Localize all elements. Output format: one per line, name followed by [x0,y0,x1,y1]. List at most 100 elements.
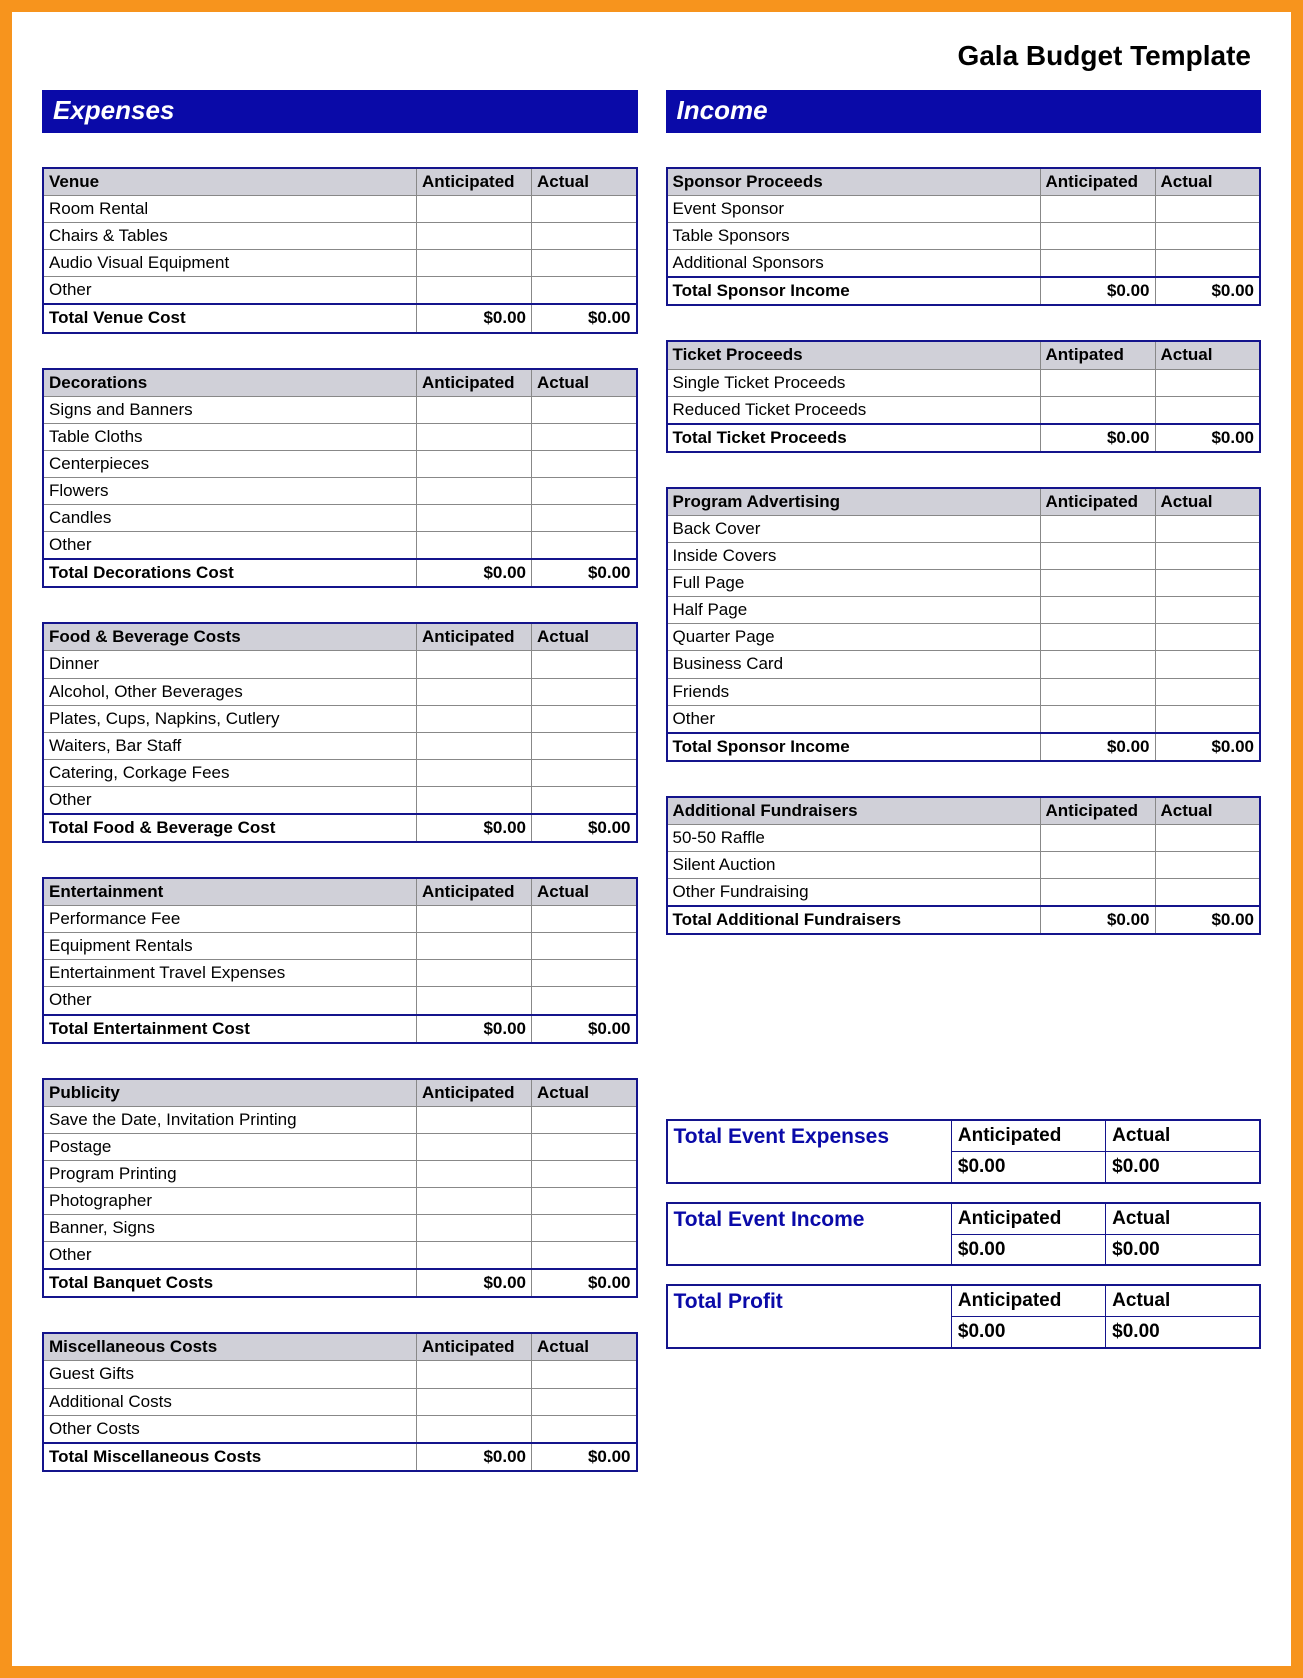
row-anticipated-cell[interactable] [417,705,532,732]
row-anticipated-cell[interactable] [417,960,532,987]
row-actual-cell[interactable] [532,450,637,477]
row-anticipated-cell[interactable] [417,678,532,705]
row-actual-cell[interactable] [532,396,637,423]
row-anticipated-cell[interactable] [417,732,532,759]
row-actual-cell[interactable] [532,223,637,250]
row-anticipated-cell[interactable] [1040,515,1155,542]
row-actual-cell[interactable] [1155,879,1260,907]
total-label: Total Entertainment Cost [43,1015,417,1043]
row-actual-cell[interactable] [1155,515,1260,542]
row-anticipated-cell[interactable] [417,1415,532,1443]
row-actual-cell[interactable] [532,1215,637,1242]
row-actual-cell[interactable] [1155,651,1260,678]
row-anticipated-cell[interactable] [1040,824,1155,851]
row-anticipated-cell[interactable] [417,987,532,1015]
row-anticipated-cell[interactable] [417,933,532,960]
row-actual-cell[interactable] [1155,705,1260,733]
row-actual-cell[interactable] [532,786,637,814]
row-anticipated-cell[interactable] [417,759,532,786]
row-anticipated-cell[interactable] [417,532,532,560]
row-actual-cell[interactable] [532,1242,637,1270]
row-anticipated-cell[interactable] [1040,570,1155,597]
row-anticipated-cell[interactable] [417,1215,532,1242]
row-actual-cell[interactable] [532,1160,637,1187]
row-actual-cell[interactable] [1155,396,1260,424]
row-actual-cell[interactable] [532,277,637,305]
table-row: Chairs & Tables [43,223,637,250]
row-actual-cell[interactable] [1155,223,1260,250]
row-anticipated-cell[interactable] [417,1188,532,1215]
row-anticipated-cell[interactable] [1040,543,1155,570]
row-actual-cell[interactable] [1155,678,1260,705]
row-actual-cell[interactable] [532,1415,637,1443]
row-actual-cell[interactable] [532,1133,637,1160]
row-anticipated-cell[interactable] [417,396,532,423]
row-actual-cell[interactable] [532,250,637,277]
row-anticipated-cell[interactable] [1040,678,1155,705]
row-actual-cell[interactable] [532,678,637,705]
total-row: Total Venue Cost$0.00$0.00 [43,304,637,332]
row-anticipated-cell[interactable] [417,223,532,250]
row-anticipated-cell[interactable] [1040,196,1155,223]
row-anticipated-cell[interactable] [417,1242,532,1270]
row-actual-cell[interactable] [532,505,637,532]
row-actual-cell[interactable] [1155,570,1260,597]
row-actual-cell[interactable] [1155,597,1260,624]
row-anticipated-cell[interactable] [417,1133,532,1160]
row-anticipated-cell[interactable] [417,450,532,477]
row-anticipated-cell[interactable] [417,786,532,814]
row-anticipated-cell[interactable] [1040,396,1155,424]
row-actual-cell[interactable] [1155,250,1260,278]
row-anticipated-cell[interactable] [417,423,532,450]
row-actual-cell[interactable] [532,933,637,960]
row-anticipated-cell[interactable] [417,1388,532,1415]
row-actual-cell[interactable] [532,960,637,987]
row-actual-cell[interactable] [532,1388,637,1415]
row-actual-cell[interactable] [1155,624,1260,651]
row-actual-cell[interactable] [532,906,637,933]
row-actual-cell[interactable] [1155,369,1260,396]
row-anticipated-cell[interactable] [1040,597,1155,624]
row-label: Audio Visual Equipment [43,250,417,277]
row-actual-cell[interactable] [532,1188,637,1215]
row-actual-cell[interactable] [532,532,637,560]
row-actual-cell[interactable] [532,651,637,678]
row-anticipated-cell[interactable] [417,477,532,504]
row-label: Plates, Cups, Napkins, Cutlery [43,705,417,732]
row-anticipated-cell[interactable] [1040,851,1155,878]
row-anticipated-cell[interactable] [417,906,532,933]
row-actual-cell[interactable] [532,705,637,732]
table-row: 50-50 Raffle [667,824,1261,851]
row-actual-cell[interactable] [532,759,637,786]
row-anticipated-cell[interactable] [1040,223,1155,250]
row-label: Full Page [667,570,1041,597]
row-actual-cell[interactable] [1155,851,1260,878]
row-anticipated-cell[interactable] [1040,369,1155,396]
row-anticipated-cell[interactable] [1040,624,1155,651]
row-actual-cell[interactable] [532,987,637,1015]
row-anticipated-cell[interactable] [1040,250,1155,278]
row-anticipated-cell[interactable] [417,277,532,305]
row-anticipated-cell[interactable] [417,250,532,277]
row-anticipated-cell[interactable] [1040,705,1155,733]
row-anticipated-cell[interactable] [1040,879,1155,907]
row-actual-cell[interactable] [1155,543,1260,570]
section-title-header: Decorations [43,369,417,397]
row-actual-cell[interactable] [532,1361,637,1388]
row-actual-cell[interactable] [1155,824,1260,851]
row-actual-cell[interactable] [532,1106,637,1133]
row-actual-cell[interactable] [532,477,637,504]
row-anticipated-cell[interactable] [1040,651,1155,678]
row-anticipated-cell[interactable] [417,651,532,678]
table-row: Postage [43,1133,637,1160]
row-anticipated-cell[interactable] [417,196,532,223]
row-anticipated-cell[interactable] [417,1361,532,1388]
row-anticipated-cell[interactable] [417,1106,532,1133]
row-anticipated-cell[interactable] [417,505,532,532]
row-actual-cell[interactable] [532,423,637,450]
row-actual-cell[interactable] [532,732,637,759]
row-actual-cell[interactable] [532,196,637,223]
row-anticipated-cell[interactable] [417,1160,532,1187]
row-label: Other [667,705,1041,733]
row-actual-cell[interactable] [1155,196,1260,223]
